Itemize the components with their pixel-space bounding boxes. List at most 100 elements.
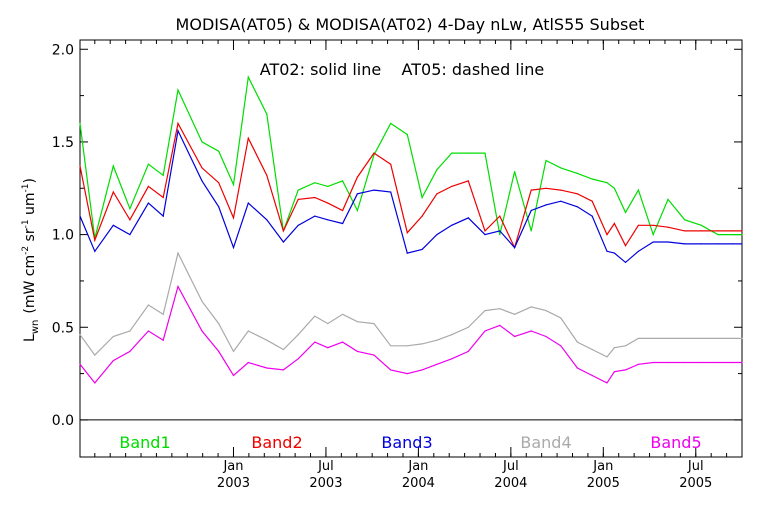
data-point-band3	[467, 217, 469, 219]
data-point-band5	[297, 358, 299, 360]
data-point-band3	[112, 224, 114, 226]
data-point-band2	[162, 196, 164, 199]
data-point-band1	[545, 159, 547, 162]
data-point-band4	[406, 345, 408, 347]
data-point-band3	[560, 200, 562, 202]
data-point-band4	[314, 315, 316, 317]
x-tick-year: 2003	[309, 476, 342, 491]
data-point-band5	[591, 374, 593, 377]
data-point-band2	[624, 245, 627, 247]
data-point-band4	[499, 308, 501, 310]
data-point-band1	[732, 234, 734, 236]
x-tick-year: 2003	[217, 476, 250, 491]
data-point-band4	[700, 337, 702, 339]
data-point-band4	[147, 304, 149, 306]
data-point-band1	[177, 89, 179, 91]
data-point-band4	[545, 310, 547, 312]
data-point-band3	[606, 250, 608, 252]
x-tick-month: Jul	[317, 459, 334, 474]
data-point-band5	[576, 367, 579, 369]
data-point-band1	[576, 172, 579, 174]
y-tick-label: 0.0	[52, 413, 74, 429]
series-line-band4	[79, 251, 742, 358]
data-point-band5	[613, 371, 616, 373]
data-point-band3	[201, 180, 203, 182]
data-point-band4	[652, 337, 654, 339]
data-point-band1	[342, 180, 344, 182]
data-point-band1	[373, 154, 375, 156]
data-point-band1	[591, 178, 593, 180]
data-point-band1	[79, 122, 81, 124]
y-axis-label-sup3: -1	[21, 183, 31, 192]
data-point-band4	[247, 330, 249, 332]
data-point-band1	[327, 185, 329, 187]
data-point-band4	[79, 334, 81, 336]
x-tick-month: Jul	[687, 459, 704, 474]
data-point-band4	[218, 323, 220, 325]
x-tick-year: 2005	[679, 476, 712, 491]
data-point-band5	[467, 350, 469, 352]
data-point-band2	[247, 137, 249, 139]
y-axis-label-close: )	[22, 178, 38, 183]
data-point-band2	[94, 239, 96, 241]
data-point-band3	[177, 130, 179, 132]
data-point-band4	[576, 341, 579, 343]
data-point-band5	[484, 330, 486, 332]
data-point-band2	[342, 209, 344, 212]
data-point-band5	[667, 361, 669, 364]
data-point-band4	[94, 354, 96, 356]
data-point-band2	[436, 193, 438, 195]
data-point-band4	[201, 300, 203, 302]
data-point-band3	[421, 248, 423, 250]
data-point-band3	[613, 252, 616, 254]
data-point-band1	[356, 209, 358, 212]
data-point-band4	[129, 330, 131, 332]
data-point-band1	[201, 141, 203, 143]
data-point-band1	[484, 152, 486, 154]
axes: 0.0 0.5 1.0 1.5 2.0 Jan 2003 Jul 2003 Jan 2004 Jul 2…	[52, 39, 743, 491]
data-point-band5	[147, 330, 149, 332]
data-point-band5	[112, 360, 114, 362]
data-point-band4	[232, 350, 235, 352]
data-point-band2	[591, 200, 593, 202]
data-point-band5	[266, 367, 268, 369]
data-point-band2	[652, 224, 654, 226]
data-point-band1	[652, 234, 654, 236]
data-point-band5	[652, 361, 654, 364]
data-point-band4	[177, 252, 179, 254]
data-point-band4	[613, 347, 616, 349]
data-point-band4	[356, 321, 358, 323]
chart-title: MODISA(AT05) & MODISA(AT02) 4-Day nLw, A…	[176, 15, 645, 34]
data-point-band1	[162, 174, 164, 176]
data-point-band3	[297, 224, 299, 226]
data-point-band3	[741, 243, 743, 245]
data-point-band2	[112, 191, 114, 193]
x-tick-year: 2004	[494, 476, 527, 491]
data-point-band4	[162, 313, 164, 315]
x-tick-month: Jan	[407, 459, 428, 474]
data-point-band2	[499, 215, 501, 217]
data-point-band3	[591, 215, 593, 217]
data-point-band1	[700, 224, 702, 226]
data-point-band2	[530, 189, 532, 191]
data-point-band3	[700, 243, 702, 245]
data-point-band1	[232, 184, 235, 186]
plot-frame	[79, 39, 743, 458]
data-point-band3	[129, 234, 131, 236]
data-point-band3	[314, 215, 316, 217]
data-point-band4	[591, 348, 593, 351]
data-point-band1	[112, 165, 114, 167]
y-axis-label-units-rest: sr	[22, 228, 38, 246]
data-point-band1	[297, 189, 299, 191]
data-point-band4	[112, 335, 114, 338]
data-point-band3	[499, 230, 501, 232]
data-point-band2	[218, 182, 220, 184]
data-point-band2	[484, 230, 486, 232]
data-point-band5	[129, 350, 131, 352]
data-point-band5	[499, 324, 501, 326]
data-point-band5	[530, 330, 532, 332]
data-point-band1	[684, 219, 686, 221]
data-point-band2	[606, 234, 608, 236]
data-point-band3	[732, 243, 734, 245]
